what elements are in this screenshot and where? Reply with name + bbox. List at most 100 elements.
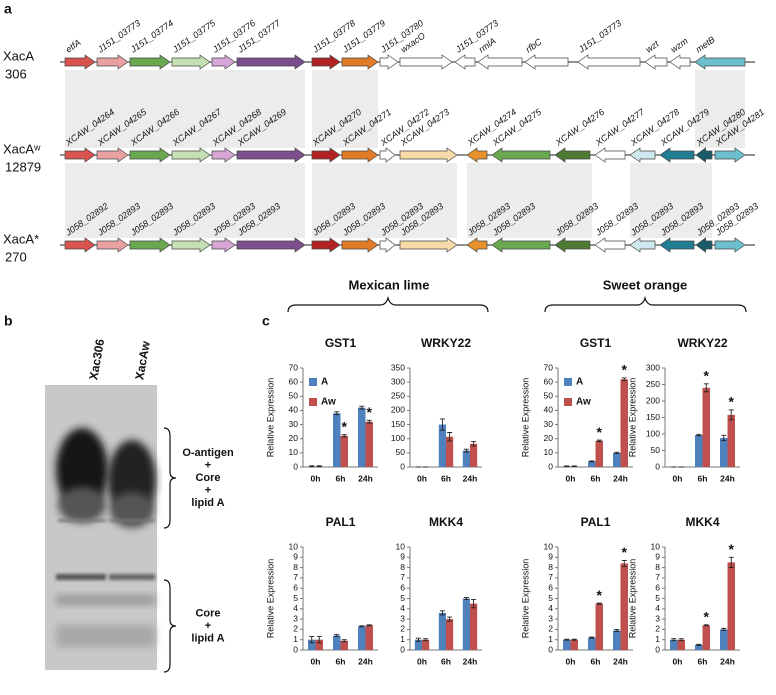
gene-arrow	[64, 147, 96, 163]
bar	[588, 461, 596, 467]
significance-mark: *	[622, 544, 628, 560]
gene-arrow	[311, 54, 341, 70]
bar	[340, 640, 348, 650]
gene-arrow	[714, 237, 746, 253]
bar	[365, 421, 373, 467]
y-tick-label: 40	[544, 405, 554, 415]
strain-number: 270	[5, 249, 27, 264]
y-tick-label: 6	[655, 582, 660, 592]
strain-number: 12879	[5, 159, 41, 174]
error-bar	[447, 432, 453, 442]
bar	[720, 629, 728, 650]
gene-arrow	[171, 147, 211, 163]
bracket-label: +	[205, 459, 211, 471]
gene-arrow	[236, 54, 306, 70]
synteny-shading	[65, 70, 745, 238]
gene-arrow	[714, 147, 746, 163]
error-bar	[589, 636, 595, 639]
error-bar	[439, 418, 445, 431]
significance-mark: *	[342, 418, 348, 434]
gene-arrow	[96, 54, 129, 70]
error-bar	[564, 465, 570, 468]
y-tick-label: 0	[548, 644, 553, 654]
chart-title: WRKY22	[677, 336, 727, 350]
bar	[595, 603, 603, 650]
y-tick-label: 2	[400, 624, 405, 634]
y-tick-label: 200	[391, 405, 405, 415]
gene-label: J151_03775	[170, 17, 218, 55]
bracket-label: lipid A	[191, 632, 224, 644]
gene-arrow	[659, 237, 695, 253]
gene-arrow	[491, 147, 551, 163]
y-tick-label: 4	[548, 603, 553, 613]
bar	[365, 625, 373, 650]
y-tick-label: 6	[293, 582, 298, 592]
bracket-label: +	[205, 620, 211, 632]
gene-arrow	[171, 237, 211, 253]
gene-arrow	[554, 237, 591, 253]
error-bar	[621, 559, 627, 568]
x-tick-label: 24h	[613, 656, 628, 666]
bar	[462, 450, 470, 467]
error-bar	[366, 624, 372, 627]
gene-arrow	[594, 147, 626, 163]
y-tick-label: 10	[651, 541, 661, 551]
error-bar	[423, 638, 429, 642]
gene-arrow	[524, 54, 569, 70]
x-tick-label: 0h	[311, 473, 321, 483]
gene-arrow	[577, 54, 641, 70]
significance-mark: *	[622, 362, 628, 378]
y-axis-label: Relative Expression	[265, 378, 275, 458]
gene-arrow	[96, 147, 129, 163]
bracket-label: +	[205, 484, 211, 496]
bar	[438, 424, 446, 467]
bar	[333, 635, 341, 650]
y-tick-label: 30	[289, 419, 299, 429]
bar	[470, 603, 478, 650]
significance-mark: *	[704, 368, 710, 384]
bar	[613, 452, 621, 467]
lane-label: XacAw	[132, 339, 153, 381]
gene-arrow	[491, 237, 551, 253]
error-bar	[439, 610, 445, 616]
y-tick-label: 6	[548, 582, 553, 592]
error-bar	[463, 448, 469, 453]
strain-name: XacA*	[3, 231, 39, 246]
y-tick-label: 50	[396, 447, 406, 457]
gene-arrow	[171, 54, 211, 70]
error-bar	[359, 625, 365, 628]
y-tick-label: 20	[544, 433, 554, 443]
y-axis-label: Relative Expression	[627, 559, 637, 639]
significance-mark: *	[729, 394, 735, 410]
y-tick-label: 8	[548, 562, 553, 572]
bar	[422, 639, 430, 650]
significance-mark: *	[704, 608, 710, 624]
y-tick-label: 9	[400, 552, 405, 562]
error-bar	[596, 602, 602, 605]
error-bar	[471, 441, 477, 447]
gene-arrow	[64, 237, 96, 253]
bar	[563, 639, 571, 650]
bar	[613, 630, 621, 650]
y-tick-label: 4	[655, 603, 660, 613]
y-tick-label: 20	[289, 433, 299, 443]
gene-arrow	[594, 237, 626, 253]
bar	[462, 598, 470, 650]
y-tick-label: 50	[544, 391, 554, 401]
bar	[720, 437, 728, 467]
bar	[670, 639, 678, 650]
y-tick-label: 0	[548, 461, 553, 471]
y-tick-label: 50	[651, 445, 661, 455]
y-tick-label: 10	[289, 447, 299, 457]
chart-title: MKK4	[429, 515, 463, 529]
x-tick-label: 0h	[311, 656, 321, 666]
bar	[677, 639, 685, 650]
y-tick-label: 7	[548, 572, 553, 582]
x-tick-label: 24h	[358, 656, 373, 666]
y-tick-label: 40	[289, 405, 299, 415]
error-bar	[471, 599, 477, 609]
x-tick-label: 6h	[336, 656, 346, 666]
x-tick-label: 24h	[358, 473, 373, 483]
significance-mark: *	[597, 424, 603, 440]
